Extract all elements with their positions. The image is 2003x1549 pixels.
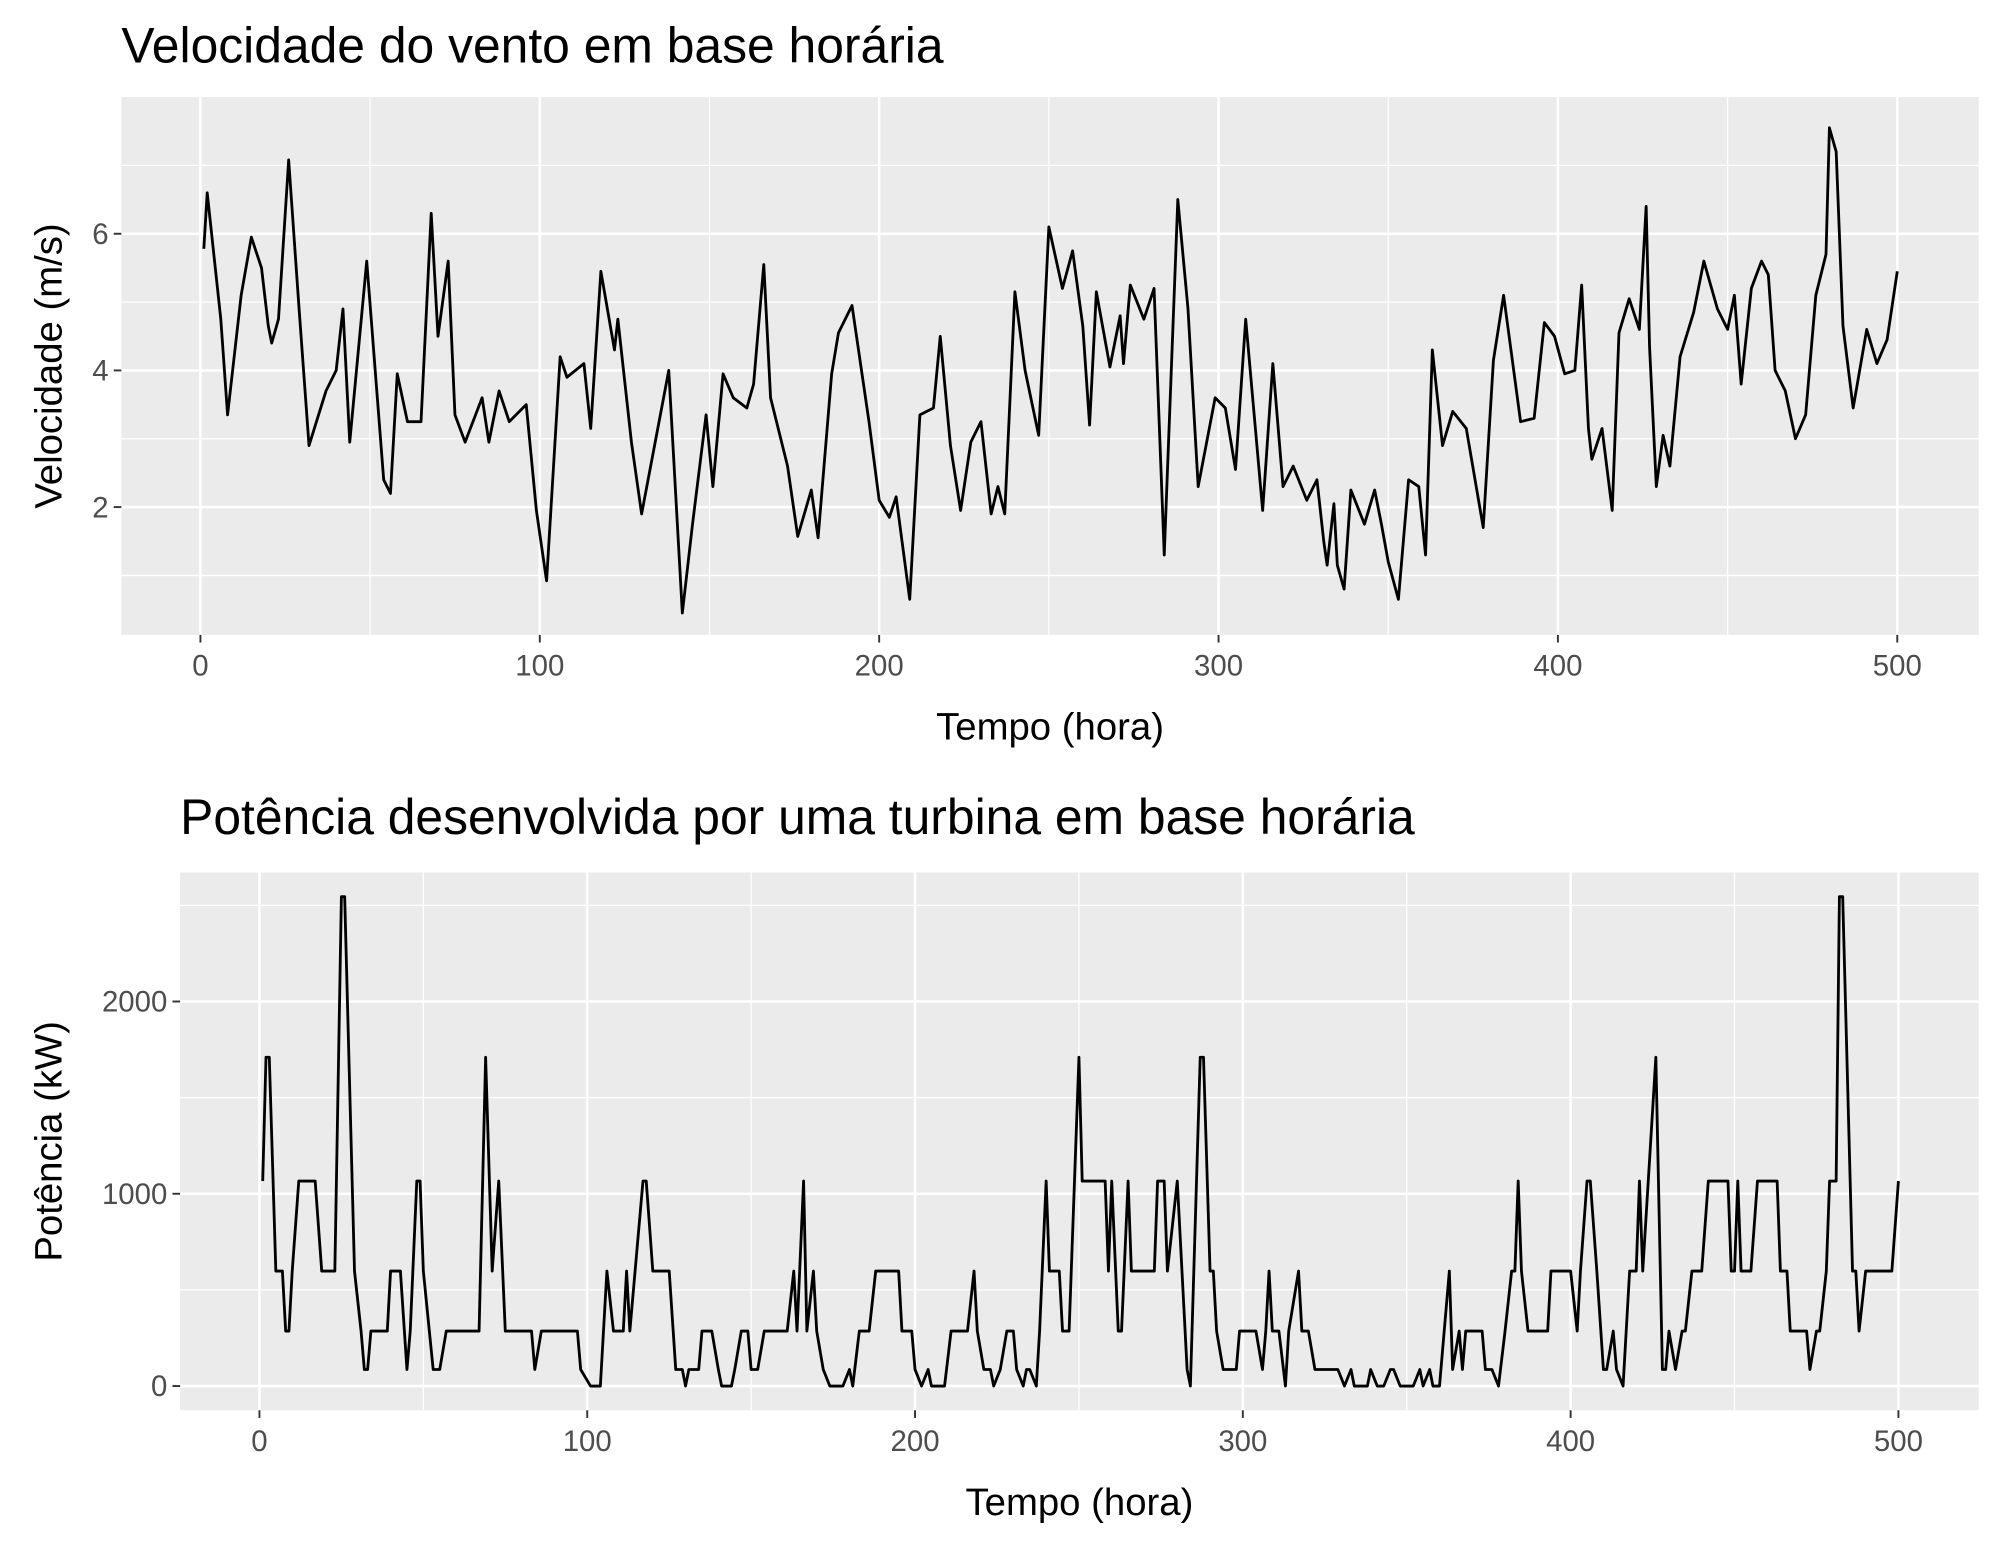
chart-title: Potência desenvolvida por uma turbina em… <box>180 789 1415 845</box>
x-tick-label: 200 <box>855 650 904 683</box>
x-tick-label: 500 <box>1873 650 1922 683</box>
y-tick-label: 2 <box>92 491 108 524</box>
x-axis-label: Tempo (hora) <box>936 706 1164 749</box>
y-tick-label: 1000 <box>102 1178 167 1211</box>
x-tick-label: 400 <box>1546 1425 1595 1458</box>
chart-title: Velocidade do vento em base horária <box>121 18 944 74</box>
x-tick-label: 100 <box>515 650 564 683</box>
x-tick-label: 100 <box>563 1425 612 1458</box>
plot-panel <box>121 97 1979 635</box>
data-line <box>202 126 1899 615</box>
y-tick-label: 0 <box>151 1370 167 1403</box>
data-line <box>261 895 1900 1388</box>
x-tick-label: 400 <box>1533 650 1582 683</box>
y-axis-label: Velocidade (m/s) <box>27 223 70 508</box>
x-tick-label: 300 <box>1218 1425 1267 1458</box>
x-tick-label: 0 <box>192 650 208 683</box>
y-tick-label: 4 <box>92 355 108 388</box>
x-tick-label: 200 <box>891 1425 940 1458</box>
y-tick-label: 6 <box>92 218 108 251</box>
y-tick-label: 2000 <box>102 986 167 1019</box>
x-tick-label: 0 <box>251 1425 267 1458</box>
x-tick-label: 300 <box>1194 650 1243 683</box>
y-axis-label: Potência (kW) <box>27 1021 70 1262</box>
x-axis-label: Tempo (hora) <box>966 1481 1194 1524</box>
x-tick-label: 500 <box>1874 1425 1923 1458</box>
